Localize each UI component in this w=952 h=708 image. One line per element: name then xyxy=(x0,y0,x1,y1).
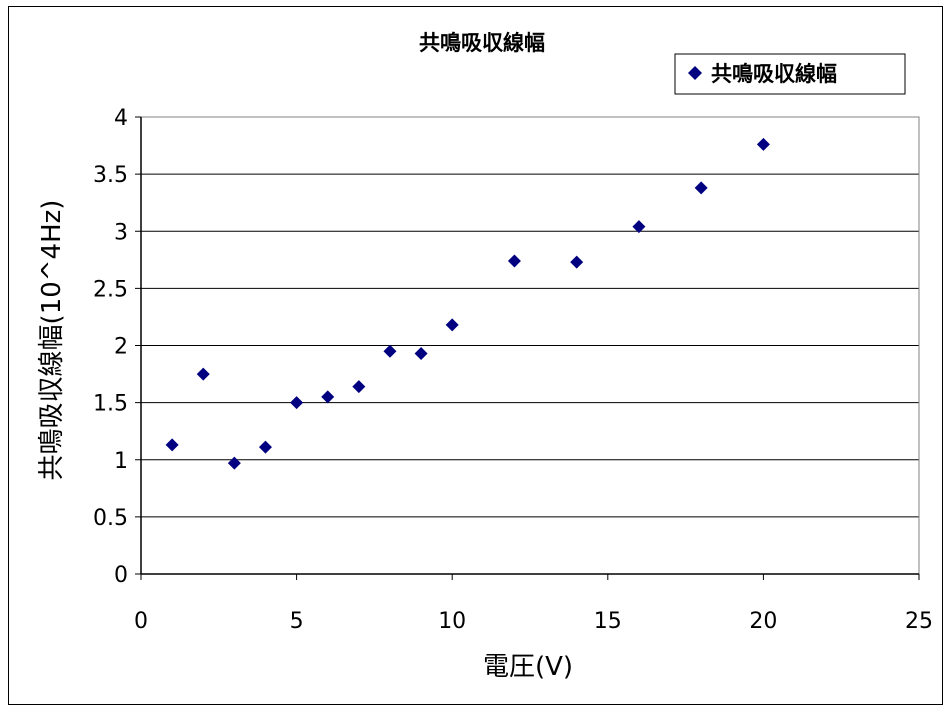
chart-title: 共鳴吸収線幅 xyxy=(419,31,545,55)
data-point xyxy=(352,380,365,393)
legend: 共鳴吸収線幅 xyxy=(675,54,905,94)
y-tick-label: 0 xyxy=(114,563,128,588)
y-tick-label: 3 xyxy=(114,220,128,245)
data-point xyxy=(695,181,708,194)
data-point xyxy=(570,256,583,269)
x-axis-ticks: 0 5 10 15 20 25 xyxy=(134,574,933,634)
y-tick-label: 1.5 xyxy=(93,392,128,417)
data-point xyxy=(259,441,272,454)
gridlines xyxy=(141,117,919,517)
y-tick-label: 2 xyxy=(114,335,128,360)
legend-label: 共鳴吸収線幅 xyxy=(711,62,837,86)
x-tick-label: 10 xyxy=(438,609,466,634)
y-tick-label: 2.5 xyxy=(93,277,128,302)
x-tick-label: 20 xyxy=(749,609,777,634)
x-tick-label: 25 xyxy=(905,609,933,634)
y-axis-title: 共鳴吸収線幅(10^4Hz) xyxy=(37,200,67,481)
data-point xyxy=(166,438,179,451)
data-point xyxy=(383,345,396,358)
x-tick-label: 0 xyxy=(134,609,148,634)
data-point xyxy=(197,368,210,381)
data-points xyxy=(166,138,770,470)
data-point xyxy=(321,390,334,403)
data-point xyxy=(757,138,770,151)
x-tick-label: 5 xyxy=(290,609,304,634)
y-tick-label: 0.5 xyxy=(93,506,128,531)
x-tick-label: 15 xyxy=(594,609,622,634)
y-axis-ticks: 0 0.5 1 1.5 2 2.5 3 3.5 4 xyxy=(93,106,141,588)
y-tick-label: 4 xyxy=(114,106,128,131)
data-point xyxy=(290,396,303,409)
data-point xyxy=(446,318,459,331)
data-point xyxy=(508,254,521,267)
x-axis-title: 電圧(V) xyxy=(483,652,573,682)
data-point xyxy=(228,457,241,470)
data-point xyxy=(415,347,428,360)
y-tick-label: 3.5 xyxy=(93,163,128,188)
y-tick-label: 1 xyxy=(114,449,128,474)
